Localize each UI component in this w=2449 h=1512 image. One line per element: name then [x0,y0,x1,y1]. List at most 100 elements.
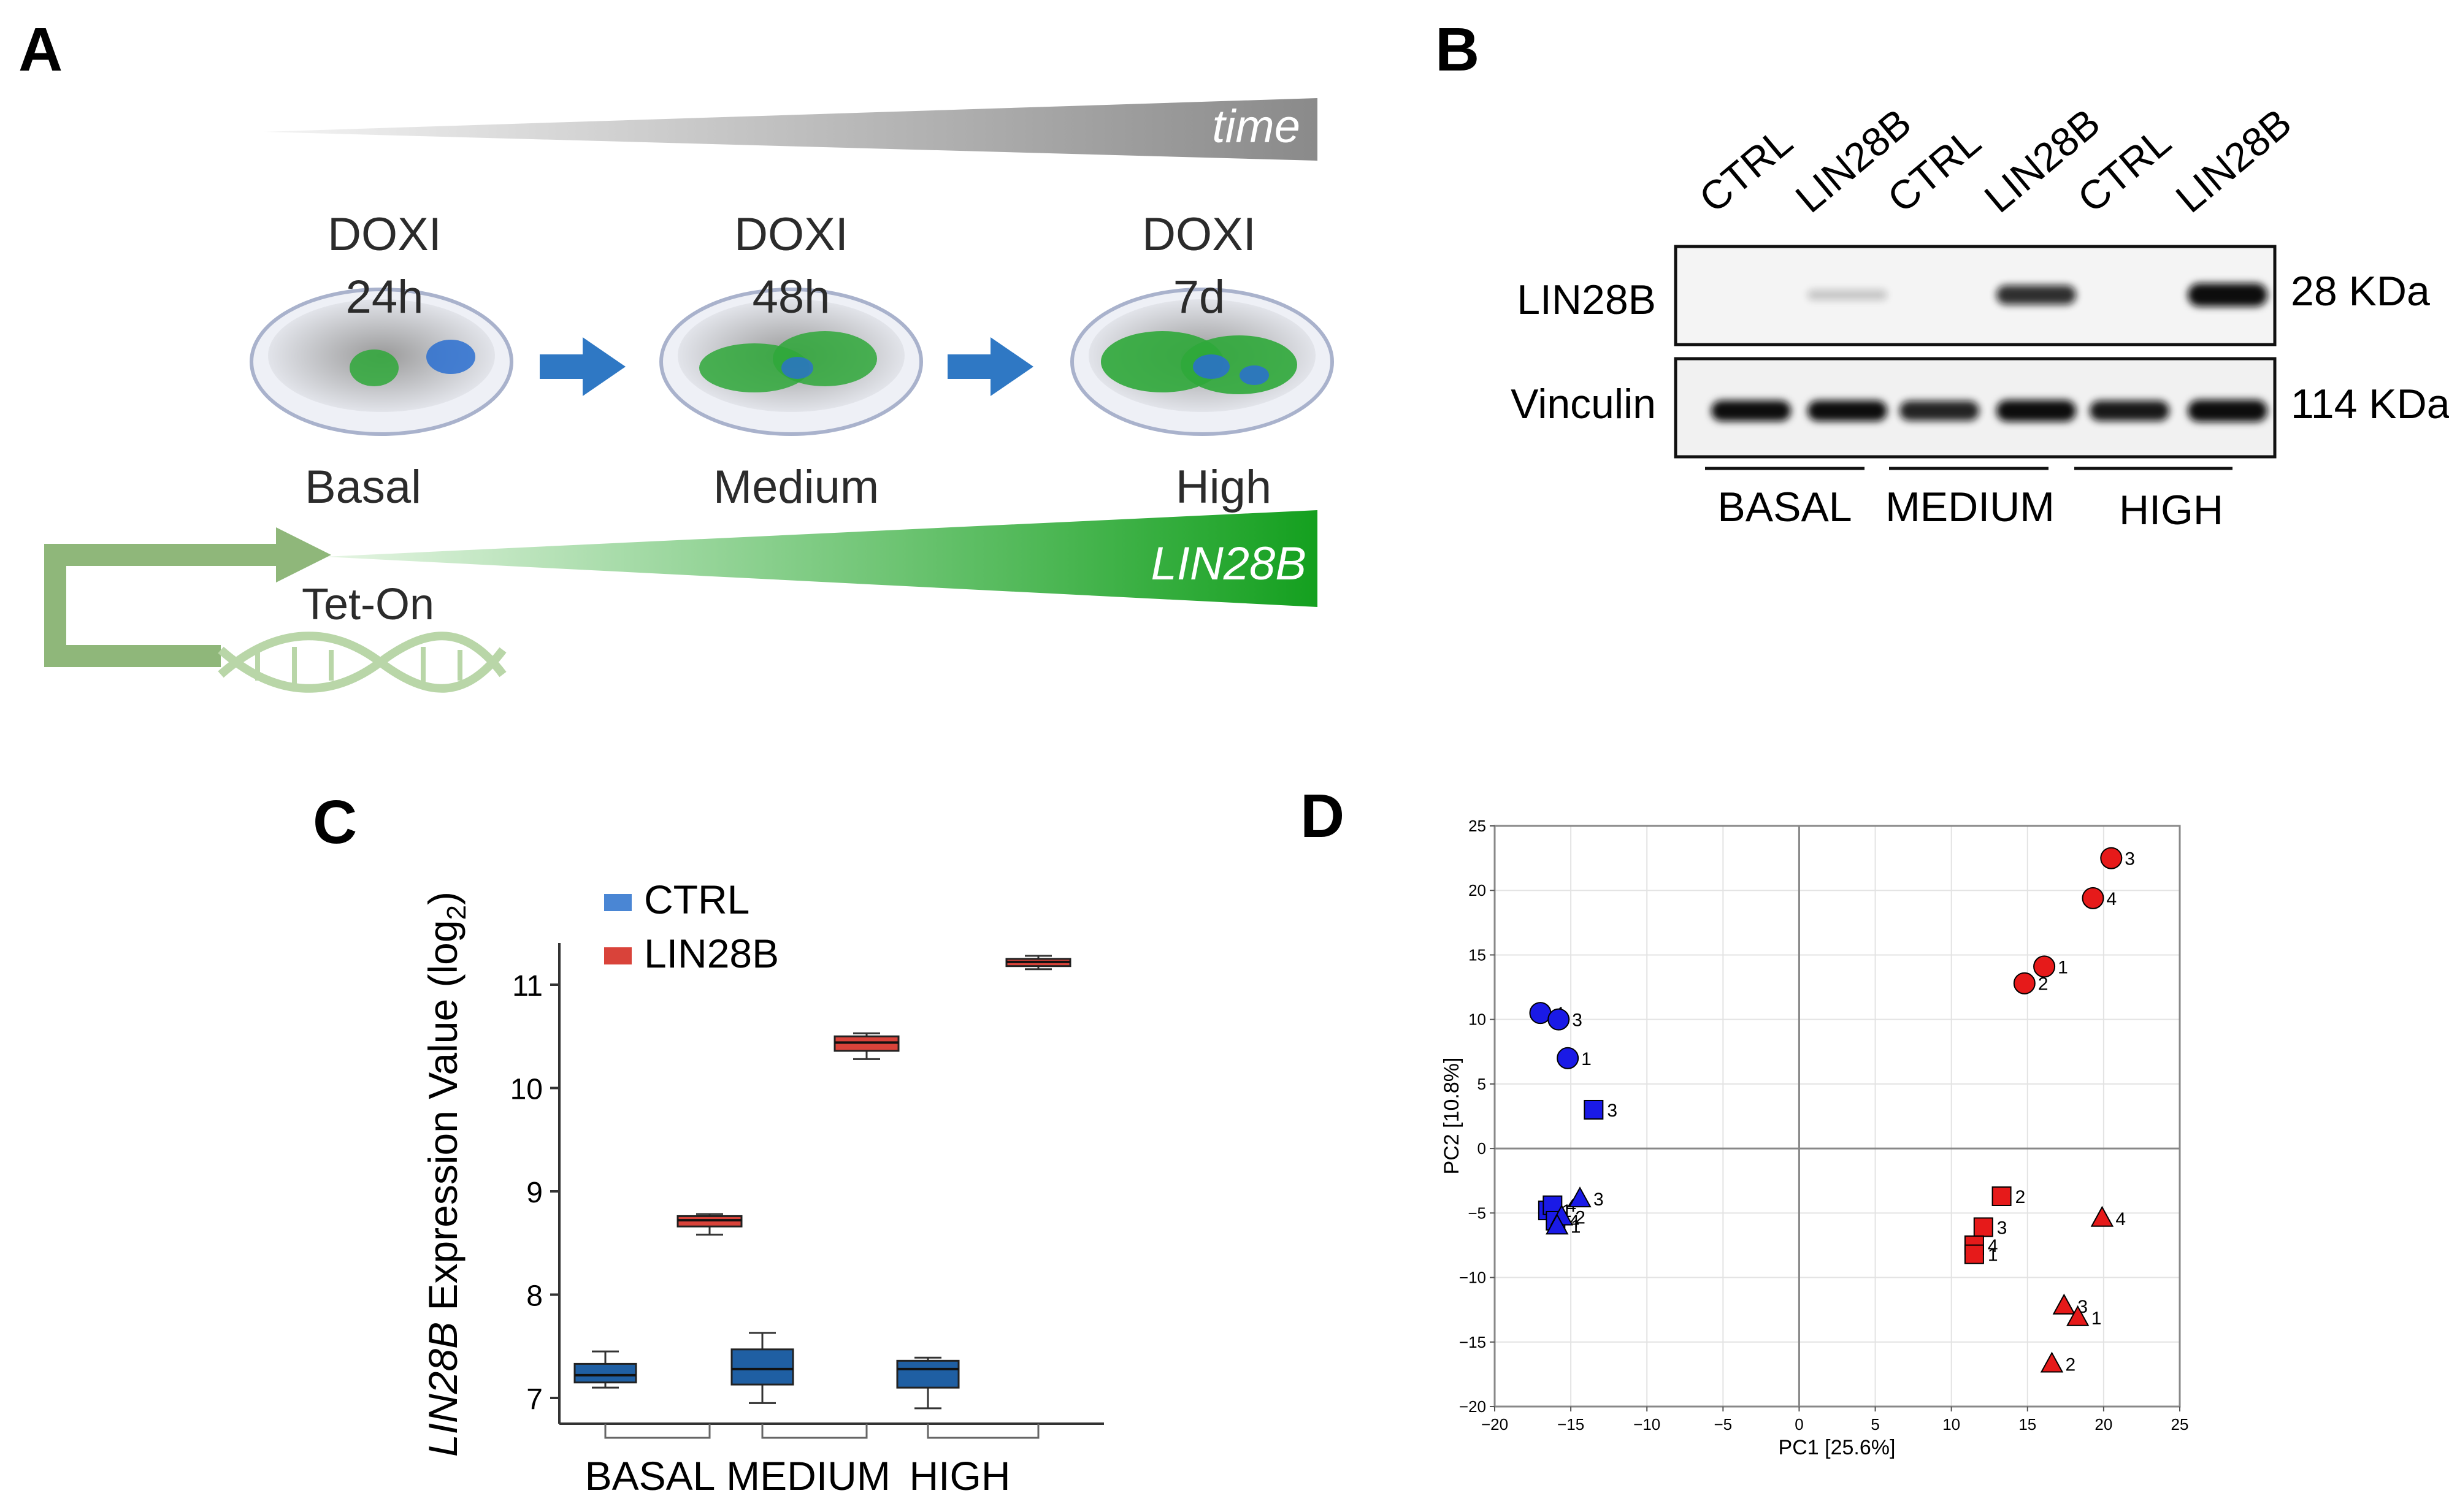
pca-point-label: 1 [2091,1308,2102,1329]
y-tick-label: 25 [1468,817,1486,835]
gene-ramp [325,510,1317,607]
pca-point-label: 2 [2015,1187,2026,1207]
stage-doxi-3: DOXI [1142,208,1256,261]
y-tick-label: −15 [1459,1333,1486,1351]
promoter-arrow-head-icon [276,527,331,582]
x-tick-label: −5 [1714,1415,1733,1434]
pca-point-label: 2 [1575,1208,1585,1228]
pca-point-square [1584,1099,1604,1120]
y-tick-label: 8 [526,1280,543,1313]
legend-label-lin28b: LIN28B [644,931,779,976]
x-tick-label: −15 [1557,1415,1584,1434]
stage-level-2: Medium [713,461,879,513]
pca-point-label: 1 [2058,957,2068,977]
pca-axis-ticks: −20 −15 −10 −5 0 5 10 15 20 25 −20 −15 −10 −5 0 5 10 15 20… [1459,817,2189,1434]
x-axis-label: PC1 [25.6%] [1779,1436,1896,1459]
lane-label: LIN28B [2167,100,2299,221]
pca-point-label: 4 [2107,889,2117,909]
blot-band [1711,400,1791,421]
pca-point-triangle [1546,1213,1569,1235]
y-tick-label: 0 [1477,1139,1486,1158]
panel-label-c: C [313,788,357,857]
dna-helix-icon [218,632,507,693]
lane-label: CTRL [1690,118,1801,221]
y-axis-label-sub: 2 [442,905,472,920]
pca-point-square [1964,1244,1984,1264]
pca-point-label: 3 [2125,849,2135,869]
pca-point-triangle [2052,1293,2076,1315]
y-tick-label: 10 [510,1074,543,1106]
pca-point-label: 3 [1997,1218,2007,1238]
group-label-basal: BASAL [1717,484,1852,530]
legend-label-ctrl: CTRL [644,877,749,922]
y-tick-label: −20 [1459,1397,1486,1416]
pca-point-label: 1 [1571,1216,1581,1237]
category-label: HIGH [910,1453,1011,1499]
x-tick-label: 15 [2018,1415,2036,1434]
pca-point-label: 2 [2065,1355,2075,1375]
y-tick-label: 10 [1468,1010,1486,1029]
pca-point-triangle [1568,1186,1592,1208]
box-ctrl [896,1359,960,1389]
group-label-high: HIGH [2119,487,2223,533]
x-tick-label: −20 [1481,1415,1508,1434]
blot-bands [1711,283,2267,422]
pca-point-triangle [2066,1305,2090,1326]
box-ctrl [573,1362,637,1384]
box-ctrl [730,1348,794,1386]
y-tick-label: −5 [1468,1204,1486,1222]
panel-a: A time DOXI 24h Basal [18,15,1334,693]
pca-point-circle [2082,887,2104,909]
legend-swatch-ctrl [604,894,632,911]
pca-point-label: 4 [2115,1209,2126,1229]
category-label: BASAL [585,1453,716,1499]
pca-point-circle [1557,1047,1579,1069]
pca-point-circle [2013,972,2036,995]
x-tick-label: 5 [1871,1415,1879,1434]
y-tick-label: 11 [512,970,543,1002]
arrow-right-icon [948,337,1033,396]
dish-basal [250,288,513,436]
group-bracket [604,1424,711,1439]
time-label: time [1212,101,1300,153]
blot-band [1807,400,1887,421]
protein-label-lin28b: LIN28B [1517,277,1656,323]
pca-points: 4313144321341223414312 [1529,847,2135,1375]
pca-grid [1494,825,2180,1407]
y-axis-label-gene: LIN28B [420,1322,466,1457]
pca-point-square [1973,1217,1993,1237]
x-tick-label: 20 [2094,1415,2112,1434]
stage-level-1: Basal [305,461,421,513]
promoter-arrow-icon [44,544,282,667]
panel-label-b: B [1435,15,1479,84]
time-wedge [264,98,1317,161]
x-tick-label: 25 [2171,1415,2189,1434]
y-axis-label: PC2 [10.8%] [1440,1058,1463,1175]
stage-doxi-1: DOXI [328,208,442,261]
pca-point-label: 3 [1572,1010,1582,1031]
pca-plot-frame [1493,825,2181,1408]
panel-c: C CTRL LIN28B LIN28B Expression Value (l… [313,788,1104,1499]
stage-level-3: High [1176,461,1271,513]
pca-point-circle [1547,1008,1570,1031]
legend-swatch-lin28b [604,947,632,964]
pca-point-circle [2033,955,2056,978]
size-label-114kda: 114 KDa [2291,381,2449,427]
y-tick-label: 9 [526,1177,543,1209]
y-tick-label: −10 [1459,1269,1486,1287]
y-tick-label: 5 [1477,1075,1486,1093]
y-tick-label: 20 [1468,881,1486,899]
y-axis-label-close: ) [420,892,466,905]
stage-duration-3: 7d [1173,271,1225,323]
x-tick-label: −10 [1633,1415,1660,1434]
group-label-medium: MEDIUM [1885,484,2055,530]
protein-label-vinculin: Vinculin [1511,381,1656,427]
stage-duration-2: 48h [753,271,830,323]
stage-doxi-2: DOXI [734,208,848,261]
blot-lin28b [1674,245,2277,346]
group-bracket [761,1424,868,1439]
panel-label-a: A [18,15,63,84]
blot-band [1996,285,2076,305]
